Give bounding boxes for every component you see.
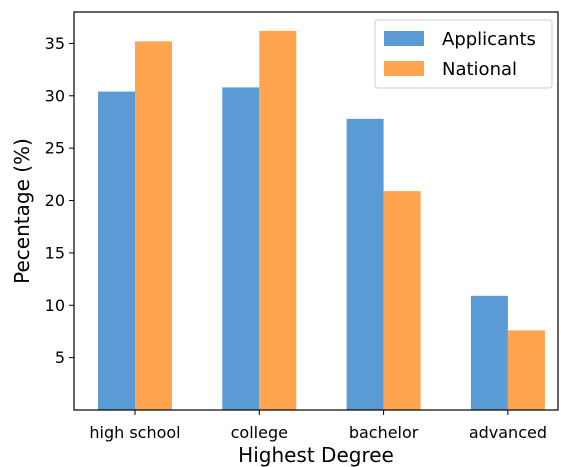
y-axis-label: Pecentage (%): [10, 138, 34, 284]
y-tick-label: 15: [45, 243, 65, 262]
x-axis-label: Highest Degree: [238, 443, 394, 467]
x-tick-label: high school: [89, 423, 180, 442]
x-tick-label: college: [231, 423, 288, 442]
bar-applicants-advanced: [470, 295, 508, 410]
y-tick-label: 35: [45, 34, 65, 53]
legend-label-national: National: [442, 59, 517, 80]
legend-swatch-national: [384, 61, 424, 76]
legend: Applicants National: [374, 19, 553, 89]
y-tick-label: 25: [45, 139, 65, 158]
x-tick-label: bachelor: [349, 423, 419, 442]
bar-national-high-school: [135, 41, 172, 410]
plot-frame: [73, 11, 559, 411]
bar-applicants-college: [222, 87, 260, 411]
bar-national-advanced: [507, 330, 545, 410]
bar-national-college: [259, 30, 297, 410]
bar-applicants-bachelor: [346, 118, 384, 411]
y-tick-label: 20: [45, 191, 65, 210]
y-tick-label: 30: [45, 86, 65, 105]
y-axis: 5 10 15 20 25 30 35: [45, 34, 74, 367]
bar-applicants-high-school: [98, 91, 135, 410]
y-tick-label: 10: [45, 296, 65, 315]
bar-national-bachelor: [383, 191, 421, 410]
y-tick-label: 5: [55, 348, 65, 367]
legend-label-applicants: Applicants: [442, 29, 536, 50]
x-tick-label: advanced: [469, 423, 547, 442]
x-axis: high school college bachelor advanced: [89, 410, 547, 442]
legend-swatch-applicants: [384, 31, 424, 46]
bars-layer: [98, 30, 545, 411]
